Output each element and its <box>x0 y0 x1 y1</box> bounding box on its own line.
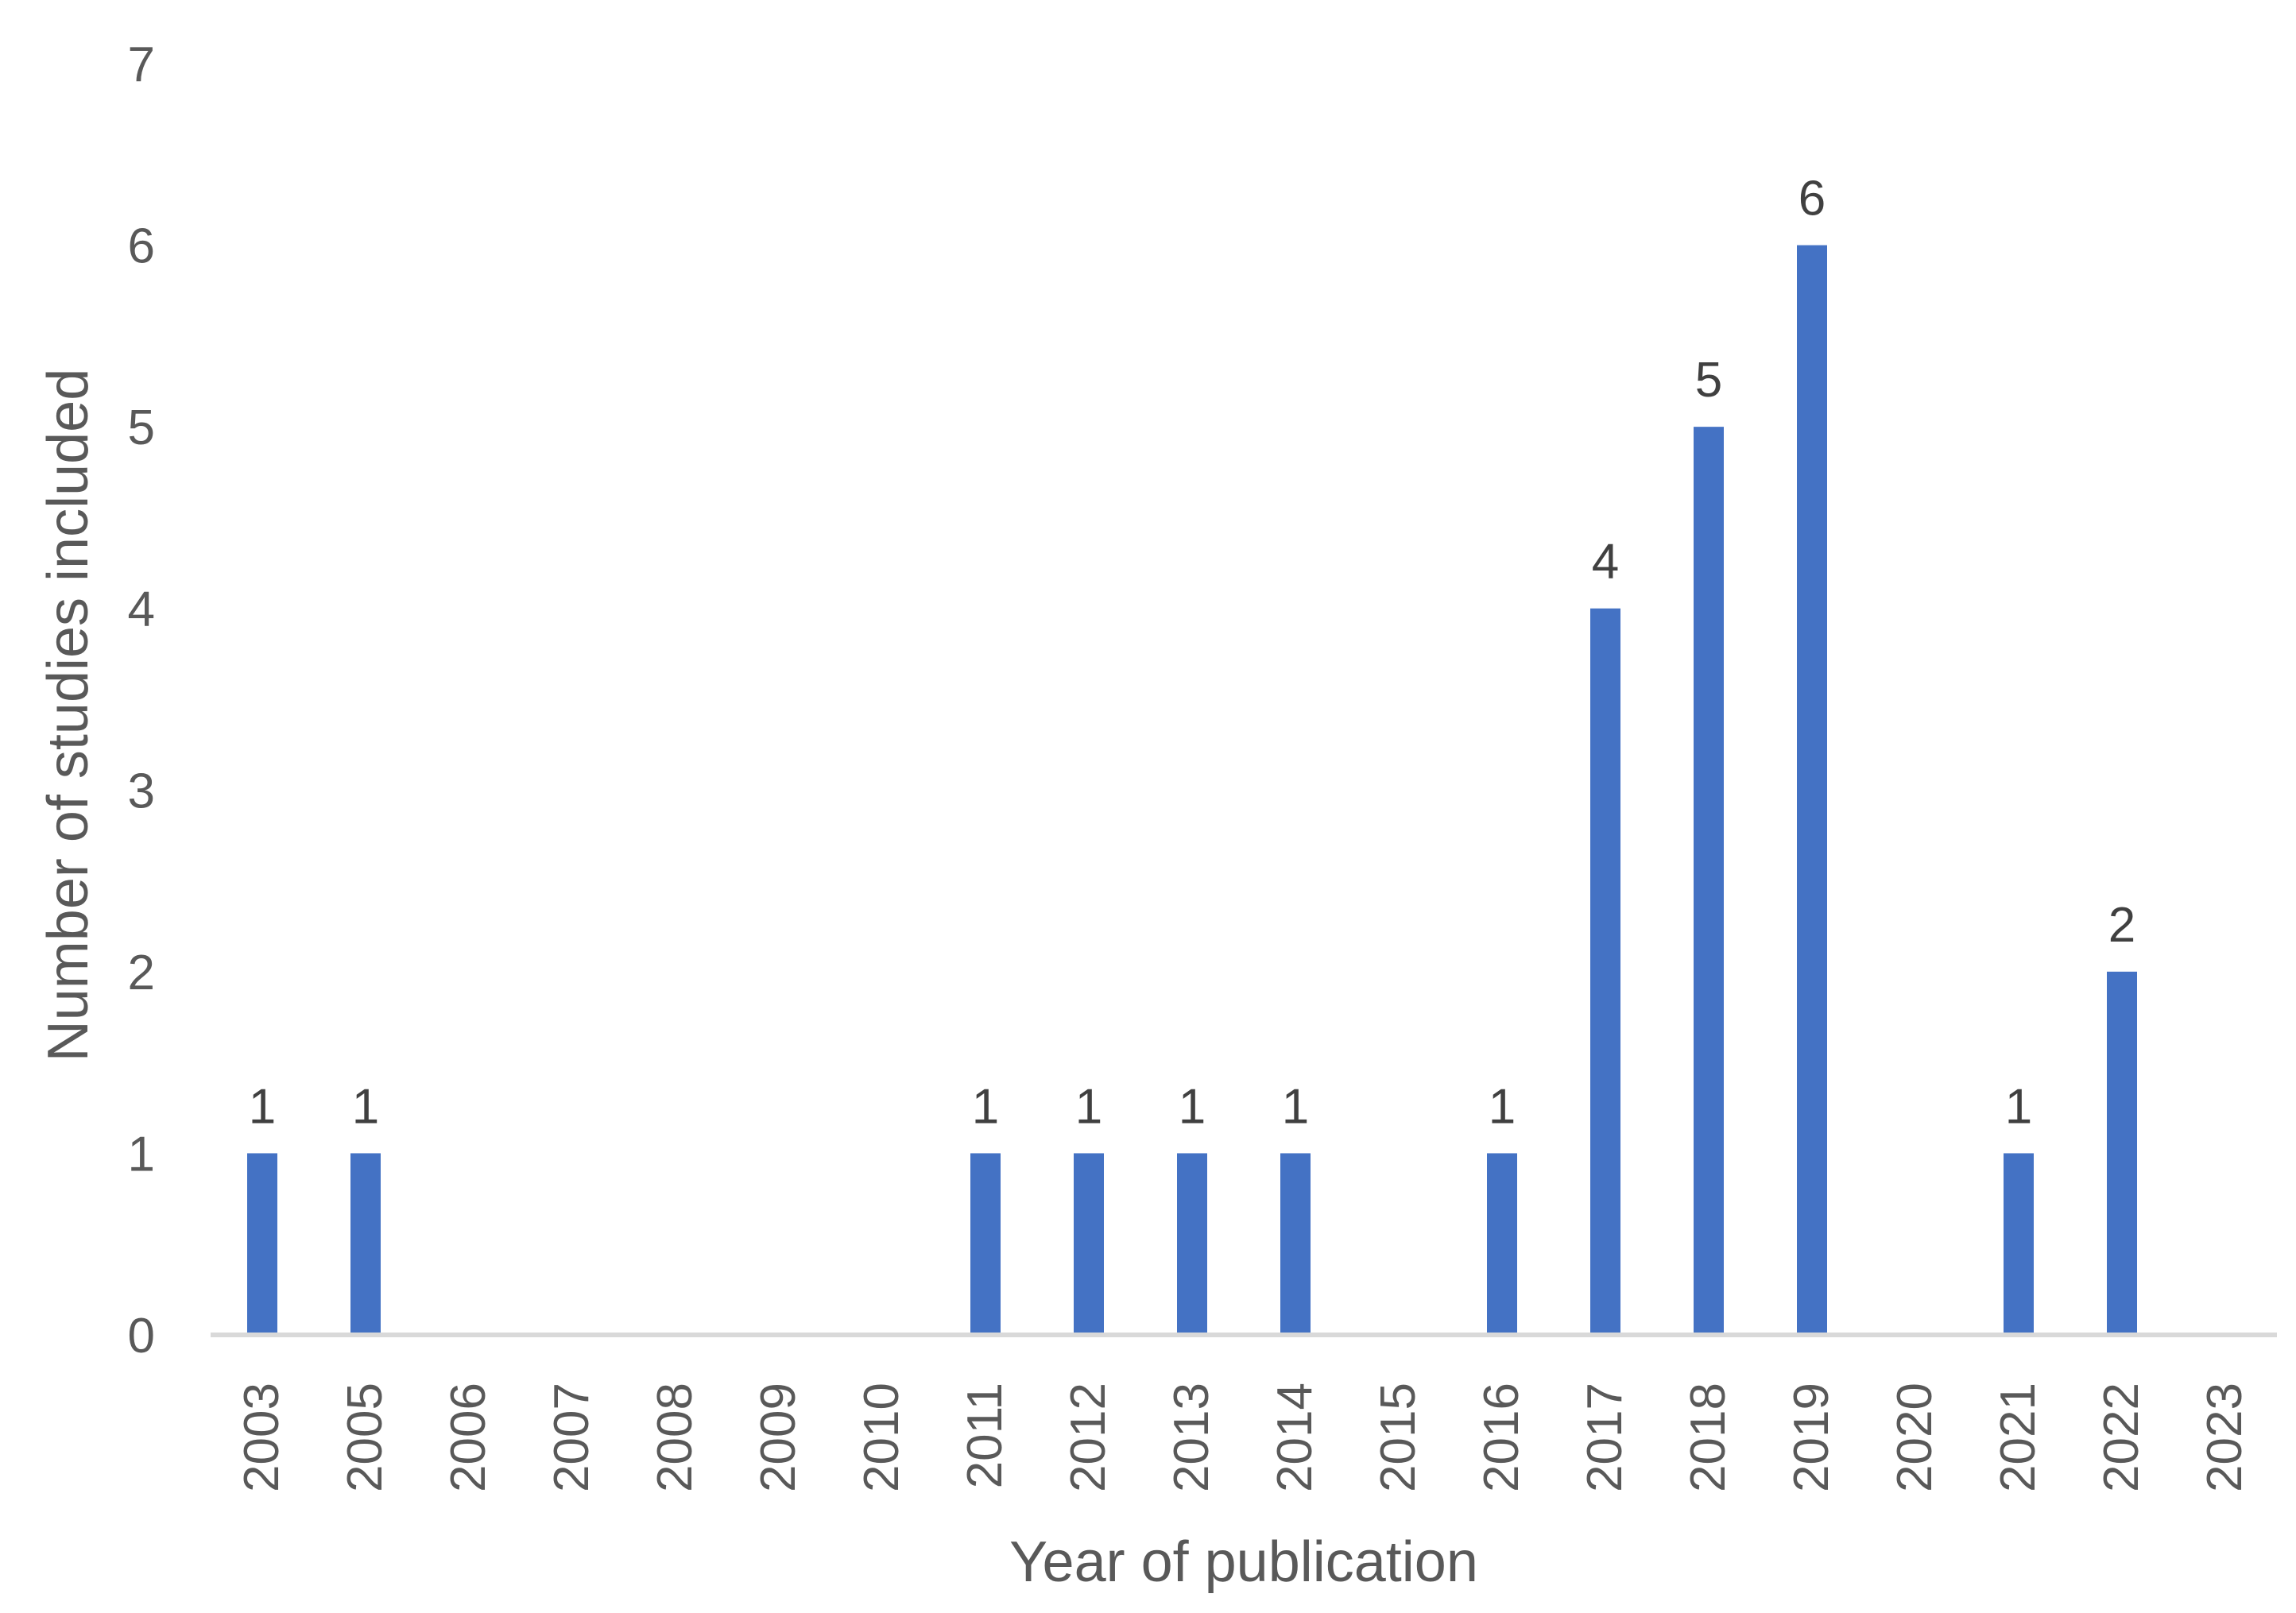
bar <box>970 1153 1001 1335</box>
bars <box>247 245 2137 1336</box>
x-tick-label: 2010 <box>854 1383 909 1492</box>
bar <box>1177 1153 1207 1335</box>
data-label: 4 <box>1592 535 1619 590</box>
y-tick-label: 7 <box>128 37 155 92</box>
data-label: 1 <box>1489 1079 1516 1134</box>
x-axis-ticks: 2003 2005 2006 2007 2008 2009 2010 2011 2012 2013… <box>234 1383 2252 1492</box>
y-tick-label: 6 <box>128 219 155 274</box>
data-label: 2 <box>2108 898 2135 953</box>
x-tick-label: 2021 <box>1991 1383 2046 1492</box>
bar <box>350 1153 381 1335</box>
x-tick-label: 2014 <box>1268 1383 1322 1492</box>
x-tick-label: 2018 <box>1681 1383 1736 1492</box>
x-tick-label: 2009 <box>751 1383 806 1492</box>
x-tick-label: 2017 <box>1578 1383 1632 1492</box>
x-tick-label: 2013 <box>1164 1383 1219 1492</box>
x-tick-label: 2006 <box>441 1383 496 1492</box>
x-tick-label: 2020 <box>1888 1383 1942 1492</box>
bar <box>1280 1153 1311 1335</box>
x-tick-label: 2012 <box>1061 1383 1116 1492</box>
data-label: 1 <box>2005 1079 2032 1134</box>
y-tick-label: 2 <box>128 946 155 1000</box>
data-label: 1 <box>249 1079 276 1134</box>
bar <box>1797 245 1827 1336</box>
bar <box>1694 427 1724 1336</box>
bar <box>1590 608 1620 1335</box>
x-tick-label: 2016 <box>1474 1383 1529 1492</box>
data-label: 1 <box>1282 1079 1309 1134</box>
x-tick-label: 2019 <box>1784 1383 1839 1492</box>
bar <box>1074 1153 1104 1335</box>
x-tick-label: 2005 <box>338 1383 393 1492</box>
bar <box>2004 1153 2034 1335</box>
y-axis-ticks: 0 1 2 3 4 5 6 7 <box>128 37 155 1364</box>
y-tick-label: 0 <box>128 1309 155 1364</box>
bar <box>2107 971 2137 1335</box>
y-axis-title: Number of studies included <box>37 369 100 1062</box>
data-label: 1 <box>352 1079 379 1134</box>
x-tick-label: 2022 <box>2094 1383 2149 1492</box>
data-label: 5 <box>1695 353 1722 408</box>
x-tick-label: 2007 <box>544 1383 599 1492</box>
y-tick-label: 3 <box>128 764 155 818</box>
x-axis-title: Year of publication <box>1009 1530 1478 1594</box>
x-tick-label: 2003 <box>234 1383 289 1492</box>
x-tick-label: 2008 <box>648 1383 703 1492</box>
y-tick-label: 4 <box>128 582 155 637</box>
x-tick-label: 2011 <box>958 1383 1012 1488</box>
bar <box>1487 1153 1517 1335</box>
data-label: 6 <box>1798 172 1826 226</box>
data-label: 1 <box>1075 1079 1102 1134</box>
x-tick-label: 2023 <box>2197 1383 2252 1492</box>
data-label: 1 <box>1179 1079 1206 1134</box>
data-labels: 1 1 1 1 1 1 1 4 5 6 1 2 <box>249 172 2135 1135</box>
y-tick-label: 1 <box>128 1127 155 1182</box>
x-tick-label: 2015 <box>1371 1383 1426 1492</box>
data-label: 1 <box>972 1079 999 1134</box>
y-tick-label: 5 <box>128 400 155 455</box>
bar <box>247 1153 277 1335</box>
